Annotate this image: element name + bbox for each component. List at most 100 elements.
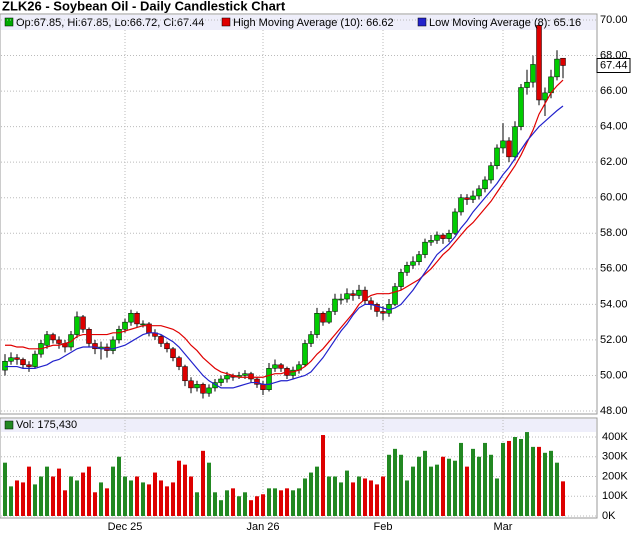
candle-body (488, 165, 494, 181)
volume-bar (267, 488, 271, 516)
legend-swatch (221, 17, 231, 27)
candle-body (410, 261, 416, 266)
candle-body (320, 313, 326, 323)
volume-bar (219, 500, 223, 516)
candle-body (398, 272, 404, 287)
volume-bar (489, 454, 493, 516)
volume-bar (9, 486, 13, 516)
candle-body (218, 378, 224, 383)
volume-bar (471, 448, 475, 516)
y-tick-label: 200K (602, 470, 628, 482)
candle-body (518, 87, 524, 127)
volume-bar (117, 456, 121, 516)
volume-bar (453, 460, 457, 516)
y-tick-label: 48.00 (600, 405, 628, 417)
candle-body (242, 373, 248, 376)
y-tick-label: 0K (602, 510, 616, 522)
volume-bar (507, 440, 511, 516)
volume-bar (27, 466, 31, 516)
legend-label: High Moving Average (10): 66.62 (233, 17, 394, 29)
candle-body (428, 240, 434, 243)
volume-bar (201, 450, 205, 516)
candle-body (206, 387, 212, 394)
candle-body (68, 334, 74, 348)
candle-body (470, 195, 476, 200)
candle-body (8, 357, 14, 362)
candle-body (200, 384, 206, 394)
volume-bar (135, 476, 139, 516)
volume-bar (237, 496, 241, 516)
volume-bar (33, 484, 37, 516)
volume-bar (423, 450, 427, 516)
candle-body (530, 64, 536, 83)
volume-bar (15, 480, 19, 516)
candle-body (248, 373, 254, 380)
candle-body (338, 298, 344, 301)
volume-bar (147, 484, 151, 516)
last-price-box (596, 57, 631, 73)
candle-body (362, 289, 368, 302)
volume-bar (93, 492, 97, 516)
volume-bar (537, 446, 541, 516)
candle-body (158, 336, 164, 344)
volume-bar (555, 462, 559, 516)
y-tick-label: 62.00 (600, 156, 628, 168)
volume-bar (195, 492, 199, 516)
x-tick-label: Jan 26 (246, 521, 279, 533)
volume-bar (75, 480, 79, 516)
candle-body (404, 265, 410, 273)
candle-body (92, 343, 98, 350)
volume-bar (63, 490, 67, 516)
volume-bar (45, 466, 49, 516)
volume-bar (543, 452, 547, 516)
candle-body (446, 233, 452, 239)
volume-bar (21, 482, 25, 516)
candle-body (476, 188, 482, 197)
y-tick-label: 70.00 (600, 14, 628, 26)
x-tick-label: Feb (374, 521, 393, 533)
volume-bar (393, 448, 397, 516)
candle-body (116, 328, 122, 341)
candle-body (512, 126, 518, 158)
volume-bar (57, 468, 61, 516)
volume-bar (183, 464, 187, 516)
volume-bar (243, 492, 247, 516)
candle-body (164, 343, 170, 350)
volume-bar (129, 480, 133, 516)
volume-bar (309, 472, 313, 516)
volume-bar (297, 488, 301, 516)
volume-bar (405, 480, 409, 516)
candle-body (332, 298, 338, 312)
volume-bar (435, 464, 439, 516)
volume-bar (345, 470, 349, 516)
volume-bar (255, 496, 259, 516)
volume-bar (153, 472, 157, 516)
candle-body (194, 384, 200, 389)
volume-bar (141, 482, 145, 516)
volume-bar (381, 476, 385, 516)
chart-title: ZLK26 - Soybean Oil - Daily Candlestick … (2, 0, 286, 13)
candle-body (290, 369, 296, 376)
candle-body (170, 348, 176, 358)
y-tick-label: 56.00 (600, 263, 628, 275)
volume-bar (375, 484, 379, 516)
candle-body (140, 323, 146, 326)
candle-body (554, 58, 560, 78)
volume-bar (51, 476, 55, 516)
candle-body (2, 360, 8, 371)
volume-bar (111, 466, 115, 516)
volume-bar (177, 460, 181, 516)
price-panel (0, 13, 598, 415)
volume-bar (531, 446, 535, 516)
volume-bar (105, 488, 109, 516)
y-tick-label: 300K (602, 451, 628, 463)
candle-body (122, 321, 128, 330)
volume-bar (519, 438, 523, 516)
candle-body (482, 179, 488, 190)
candle-body (266, 368, 272, 390)
volume-bar (171, 482, 175, 516)
volume-bar (213, 492, 217, 516)
y-tick-label: 66.00 (600, 85, 628, 97)
volume-bar (99, 482, 103, 516)
